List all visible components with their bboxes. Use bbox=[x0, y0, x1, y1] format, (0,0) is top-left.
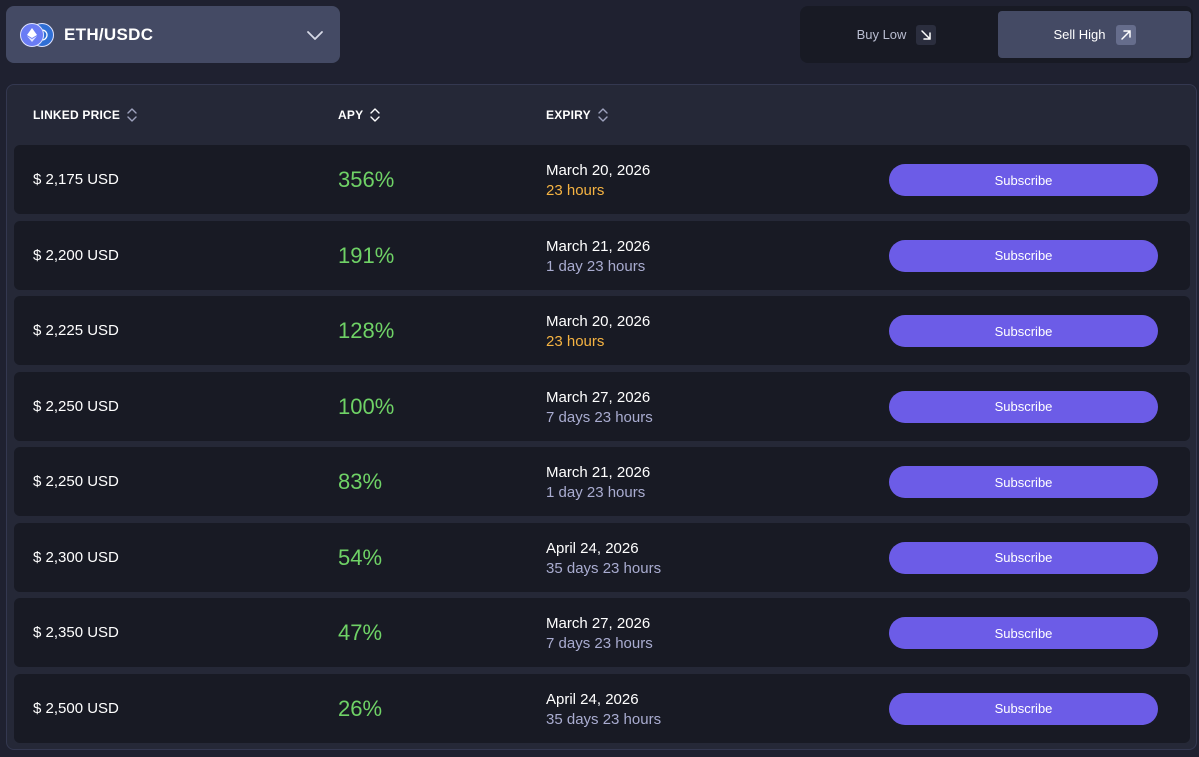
subscribe-button[interactable]: Subscribe bbox=[889, 390, 1158, 423]
table-row: $ 2,300 USD 54% April 24, 2026 35 days 2… bbox=[14, 522, 1190, 592]
apy-value: 54% bbox=[338, 544, 383, 570]
chevron-down-icon bbox=[307, 30, 323, 40]
subscribe-button[interactable]: Subscribe bbox=[889, 466, 1158, 498]
table-row: $ 2,200 USD 191% March 21, 2026 1 day 23… bbox=[14, 220, 1190, 290]
expiry-remaining: 23 hours bbox=[546, 182, 605, 199]
apy-value: 191% bbox=[338, 242, 395, 268]
subscribe-button[interactable]: Subscribe bbox=[889, 617, 1158, 649]
expiry-remaining: 7 days 23 hours bbox=[546, 635, 653, 652]
buy-low-button[interactable]: Buy Low bbox=[800, 11, 993, 58]
table-row: $ 2,250 USD 83% March 21, 2026 1 day 23 … bbox=[14, 447, 1190, 516]
table-header: LINKED PRICE APY EXPIRY bbox=[7, 85, 1196, 145]
expiry: March 27, 2026 7 days 23 hours bbox=[546, 388, 653, 428]
expiry-remaining: 35 days 23 hours bbox=[546, 710, 662, 728]
linked-price: $ 2,250 USD bbox=[33, 473, 119, 490]
column-header-label: EXPIRY bbox=[546, 108, 591, 122]
arrow-up-right-icon bbox=[1115, 24, 1136, 45]
expiry-remaining: 7 days 23 hours bbox=[546, 408, 653, 426]
pair-icons bbox=[20, 22, 54, 47]
table-row: $ 2,250 USD 100% March 27, 2026 7 days 2… bbox=[14, 371, 1190, 441]
expiry-date: March 27, 2026 bbox=[546, 388, 651, 406]
sell-high-button[interactable]: Sell High bbox=[998, 11, 1191, 58]
column-header-apy[interactable]: APY bbox=[338, 107, 381, 123]
eth-icon bbox=[20, 22, 44, 47]
buy-low-label: Buy Low bbox=[856, 27, 907, 42]
arrow-down-right-icon bbox=[916, 24, 937, 45]
linked-price: $ 2,300 USD bbox=[33, 548, 119, 566]
linked-price: $ 2,200 USD bbox=[33, 246, 119, 264]
apy-value: 100% bbox=[338, 393, 395, 419]
subscribe-button[interactable]: Subscribe bbox=[889, 541, 1158, 574]
expiry: April 24, 2026 35 days 23 hours bbox=[546, 690, 661, 730]
subscribe-button[interactable]: Subscribe bbox=[889, 692, 1158, 725]
expiry-date: April 24, 2026 bbox=[546, 690, 639, 708]
expiry-date: April 24, 2026 bbox=[546, 539, 639, 557]
column-header-expiry[interactable]: EXPIRY bbox=[546, 107, 609, 123]
linked-price: $ 2,225 USD bbox=[33, 322, 119, 339]
expiry-date: March 21, 2026 bbox=[546, 237, 651, 255]
expiry-remaining: 23 hours bbox=[546, 333, 605, 350]
column-header-label: APY bbox=[338, 108, 364, 122]
expiry-remaining: 35 days 23 hours bbox=[546, 559, 662, 577]
linked-price: $ 2,175 USD bbox=[33, 171, 119, 188]
apy-value: 47% bbox=[338, 620, 383, 645]
table-row: $ 2,500 USD 26% April 24, 2026 35 days 2… bbox=[14, 673, 1190, 743]
sort-icon bbox=[370, 108, 380, 122]
pair-selector[interactable]: ETH/USDC bbox=[6, 6, 340, 63]
expiry-remaining: 1 day 23 hours bbox=[546, 484, 646, 501]
linked-price: $ 2,350 USD bbox=[33, 624, 119, 641]
pair-label: ETH/USDC bbox=[64, 24, 154, 44]
expiry: March 20, 2026 23 hours bbox=[546, 161, 650, 201]
apy-value: 356% bbox=[338, 167, 395, 192]
apy-value: 26% bbox=[338, 695, 383, 721]
sort-icon bbox=[598, 108, 608, 122]
expiry-remaining: 1 day 23 hours bbox=[546, 257, 646, 275]
expiry: April 24, 2026 35 days 23 hours bbox=[546, 539, 661, 579]
mode-toggle: Buy Low Sell High bbox=[800, 6, 1193, 63]
expiry: March 27, 2026 7 days 23 hours bbox=[546, 614, 653, 654]
table-row: $ 2,350 USD 47% March 27, 2026 7 days 23… bbox=[14, 598, 1190, 667]
expiry-date: March 27, 2026 bbox=[546, 615, 651, 632]
expiry-date: March 20, 2026 bbox=[546, 313, 651, 330]
subscribe-button[interactable]: Subscribe bbox=[889, 315, 1158, 347]
apy-value: 128% bbox=[338, 318, 395, 343]
linked-price: $ 2,250 USD bbox=[33, 397, 119, 415]
linked-price: $ 2,500 USD bbox=[33, 699, 119, 717]
expiry-date: March 21, 2026 bbox=[546, 464, 651, 481]
column-header-label: LINKED PRICE bbox=[33, 108, 121, 122]
offers-table: LINKED PRICE APY EXPIRY $ 2,175 USD 356%… bbox=[6, 84, 1197, 750]
sort-icon bbox=[127, 108, 137, 122]
table-row: $ 2,175 USD 356% March 20, 2026 23 hours… bbox=[14, 145, 1190, 214]
subscribe-button[interactable]: Subscribe bbox=[889, 239, 1158, 272]
expiry-date: March 20, 2026 bbox=[546, 162, 651, 179]
expiry: March 21, 2026 1 day 23 hours bbox=[546, 237, 650, 277]
apy-value: 83% bbox=[338, 469, 383, 494]
subscribe-button[interactable]: Subscribe bbox=[889, 164, 1158, 196]
expiry: March 21, 2026 1 day 23 hours bbox=[546, 463, 650, 503]
expiry: March 20, 2026 23 hours bbox=[546, 312, 650, 352]
sell-high-label: Sell High bbox=[1053, 27, 1106, 42]
table-row: $ 2,225 USD 128% March 20, 2026 23 hours… bbox=[14, 296, 1190, 365]
column-header-linked-price[interactable]: LINKED PRICE bbox=[33, 107, 138, 123]
